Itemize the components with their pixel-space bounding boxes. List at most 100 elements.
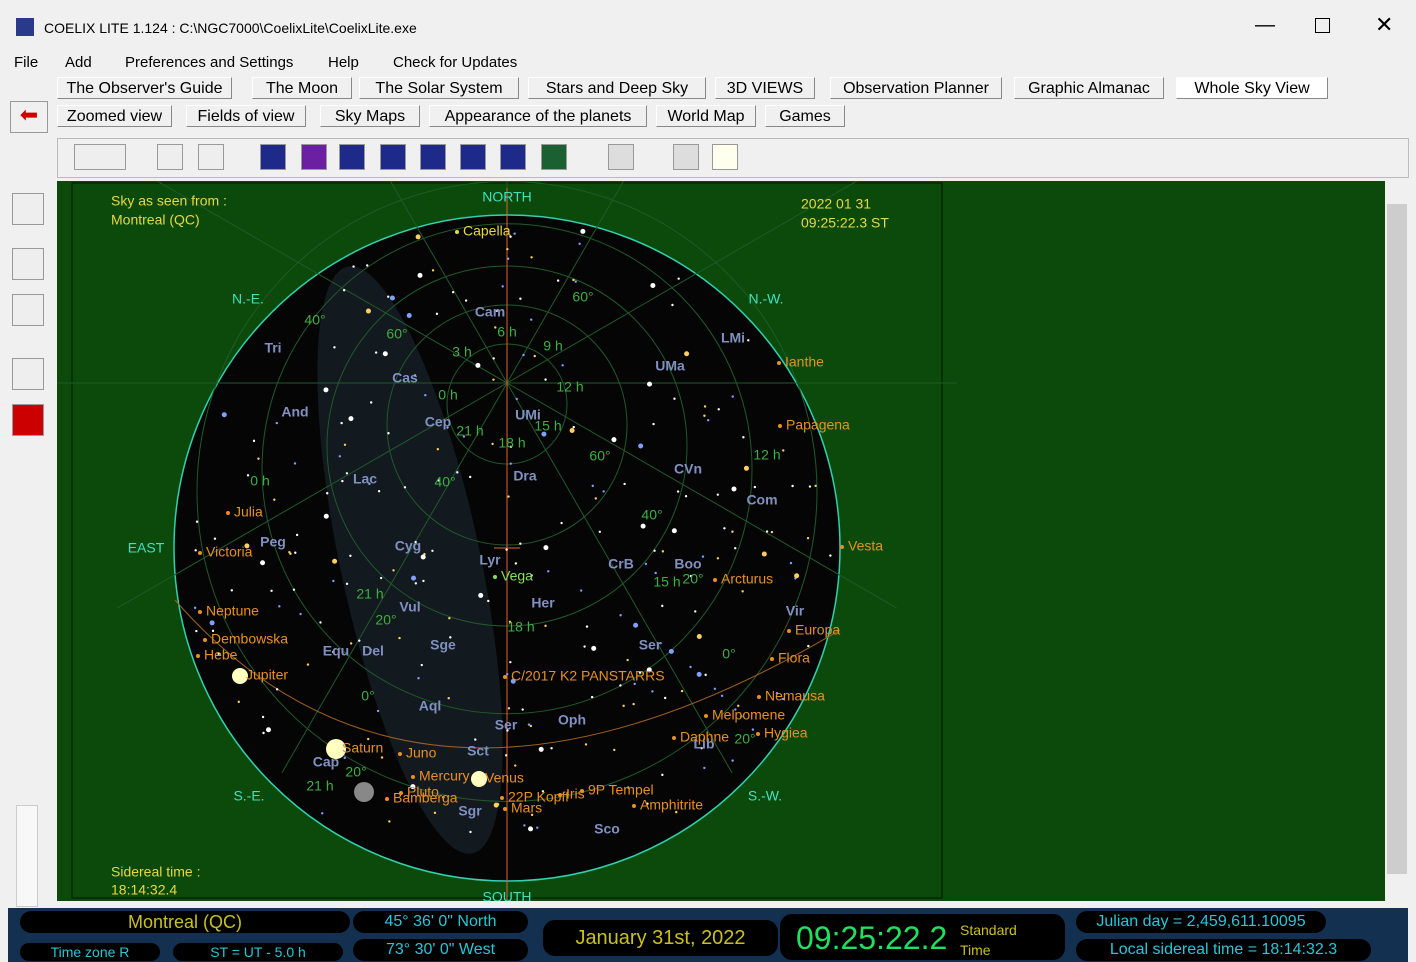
star bbox=[379, 576, 383, 580]
side-button[interactable] bbox=[12, 404, 44, 436]
star bbox=[387, 295, 390, 298]
tool-button[interactable] bbox=[74, 144, 126, 170]
star bbox=[747, 339, 750, 342]
star bbox=[349, 554, 352, 557]
star bbox=[529, 724, 533, 728]
star bbox=[632, 702, 635, 706]
tool-button[interactable] bbox=[301, 144, 327, 170]
toolbar bbox=[57, 138, 1409, 178]
tool-button[interactable] bbox=[157, 144, 183, 170]
menu-item[interactable]: Add bbox=[65, 54, 92, 71]
star bbox=[547, 570, 550, 573]
star bbox=[424, 393, 427, 397]
star bbox=[550, 747, 553, 750]
tab[interactable]: Graphic Almanac bbox=[1014, 77, 1164, 99]
star bbox=[661, 604, 664, 608]
star bbox=[782, 449, 785, 452]
grid-label: 9 h bbox=[543, 338, 562, 354]
star bbox=[519, 297, 522, 300]
tool-button[interactable] bbox=[198, 144, 224, 170]
grid-label: 12 h bbox=[753, 447, 780, 463]
star bbox=[221, 412, 227, 418]
object-dot bbox=[713, 578, 717, 582]
object-dot bbox=[455, 230, 459, 234]
star bbox=[474, 738, 477, 741]
star bbox=[358, 639, 361, 642]
tool-button[interactable] bbox=[260, 144, 286, 170]
tool-button[interactable] bbox=[500, 144, 526, 170]
side-slider[interactable] bbox=[16, 805, 38, 907]
tool-button[interactable] bbox=[339, 144, 365, 170]
tab[interactable]: Sky Maps bbox=[320, 105, 420, 127]
constellation-label: Cam bbox=[475, 304, 505, 320]
object-label: Papagena bbox=[786, 417, 850, 433]
tool-button[interactable] bbox=[712, 144, 738, 170]
close-button[interactable]: ✕ bbox=[1375, 12, 1394, 37]
tab[interactable]: World Map bbox=[656, 105, 756, 127]
star bbox=[509, 445, 513, 449]
star bbox=[671, 303, 674, 307]
tab[interactable]: Whole Sky View bbox=[1176, 77, 1328, 99]
tab[interactable]: Observation Planner bbox=[830, 77, 1002, 99]
star bbox=[644, 562, 648, 566]
scrollbar[interactable] bbox=[1385, 182, 1409, 900]
tab[interactable]: The Solar System bbox=[359, 77, 519, 99]
tab[interactable]: 3D VIEWS bbox=[715, 77, 815, 99]
back-button[interactable]: ⬅ bbox=[10, 101, 48, 133]
star bbox=[392, 569, 395, 572]
menu-item[interactable]: Help bbox=[328, 54, 359, 71]
menu-item[interactable]: Preferences and Settings bbox=[125, 54, 294, 71]
star bbox=[623, 482, 626, 486]
tab[interactable]: Fields of view bbox=[186, 105, 306, 127]
tool-button[interactable] bbox=[380, 144, 406, 170]
star bbox=[398, 636, 401, 640]
star bbox=[376, 709, 380, 713]
tab[interactable]: The Observer's Guide bbox=[57, 77, 232, 99]
star bbox=[414, 540, 417, 544]
star bbox=[278, 605, 281, 608]
direction-label: SOUTH bbox=[483, 889, 532, 901]
tool-button[interactable] bbox=[673, 144, 699, 170]
tool-button[interactable] bbox=[608, 144, 634, 170]
side-button[interactable] bbox=[12, 294, 44, 326]
side-button[interactable] bbox=[12, 248, 44, 280]
tab[interactable]: Appearance of the planets bbox=[429, 105, 647, 127]
star bbox=[578, 242, 581, 245]
star bbox=[380, 756, 384, 759]
menu-item[interactable]: File bbox=[14, 54, 39, 71]
object-label: Juno bbox=[406, 745, 437, 761]
tool-button[interactable] bbox=[420, 144, 446, 170]
star bbox=[456, 471, 459, 474]
constellation-label: CrB bbox=[608, 556, 634, 572]
grid-label: 15 h bbox=[653, 574, 680, 590]
object-dot bbox=[787, 629, 791, 633]
side-button[interactable] bbox=[12, 193, 44, 225]
star bbox=[765, 530, 769, 533]
star bbox=[775, 692, 779, 695]
object-dot bbox=[503, 807, 507, 811]
tool-button[interactable] bbox=[460, 144, 486, 170]
grid-label: 40° bbox=[434, 474, 455, 490]
tab[interactable]: The Moon bbox=[252, 77, 352, 99]
direction-label: N.-W. bbox=[749, 291, 784, 307]
side-button[interactable] bbox=[12, 358, 44, 390]
tab[interactable]: Stars and Deep Sky bbox=[528, 77, 706, 99]
star bbox=[717, 408, 720, 411]
tab[interactable]: Zoomed view bbox=[57, 105, 172, 127]
grid-label: 40° bbox=[641, 507, 662, 523]
object-label: Pluto bbox=[407, 784, 439, 800]
object-dot bbox=[203, 638, 207, 642]
star bbox=[343, 443, 347, 446]
maximize-button[interactable] bbox=[1315, 18, 1330, 33]
star bbox=[342, 289, 346, 292]
menu-item[interactable]: Check for Updates bbox=[393, 54, 518, 71]
star bbox=[237, 700, 240, 704]
minimize-button[interactable]: — bbox=[1255, 14, 1275, 36]
clock: 09:25:22.2 bbox=[796, 920, 948, 956]
direction-label: S.-E. bbox=[233, 788, 264, 804]
star bbox=[270, 589, 273, 592]
grid-label: 60° bbox=[572, 289, 593, 305]
tab[interactable]: Games bbox=[765, 105, 845, 127]
star bbox=[451, 290, 455, 294]
tool-button[interactable] bbox=[541, 144, 567, 170]
